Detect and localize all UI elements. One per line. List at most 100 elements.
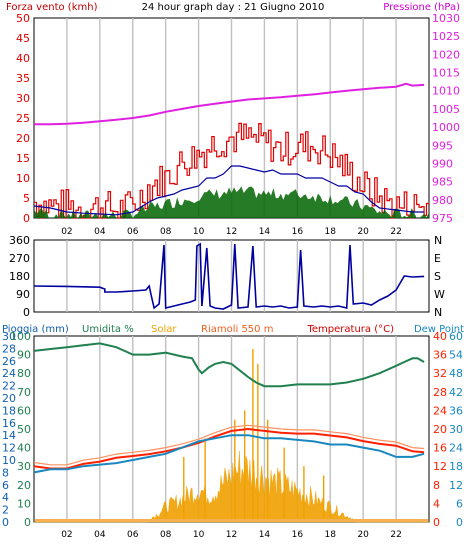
temp-tick-24: 24 bbox=[433, 404, 447, 417]
rain-tick-4: 4 bbox=[2, 491, 9, 504]
rain-tick-14: 14 bbox=[2, 429, 16, 442]
rain-tick-12: 12 bbox=[2, 442, 16, 455]
legend-dewpoint: Dew Point bbox=[414, 324, 464, 335]
x-tick-bottom-12: 12 bbox=[226, 530, 237, 540]
x-tick-bottom-16: 16 bbox=[292, 530, 304, 540]
direction-tick-0: 0 bbox=[23, 306, 30, 319]
wind-tick-5: 5 bbox=[23, 192, 30, 205]
rain-tick-18: 18 bbox=[2, 404, 16, 417]
rain-tick-2: 2 bbox=[2, 504, 9, 517]
wind-gust-series bbox=[34, 122, 430, 219]
wind_line-series bbox=[33, 165, 425, 216]
x-tick-top-16: 16 bbox=[292, 227, 304, 237]
series-lines-layer bbox=[33, 82, 425, 474]
rain-tick-16: 16 bbox=[2, 417, 16, 430]
humidity-series bbox=[33, 342, 425, 388]
pressure-tick-1000: 1000 bbox=[432, 121, 460, 134]
compass-tick-0: N bbox=[434, 306, 442, 319]
dew-tick-12: 12 bbox=[449, 479, 463, 492]
humidity-tick-80: 80 bbox=[17, 367, 31, 380]
legend-riamoli: Riamoli 550 m bbox=[201, 324, 273, 335]
temp-tick-8: 8 bbox=[433, 479, 440, 492]
temperature-max-series bbox=[33, 424, 425, 466]
wind-tick-30: 30 bbox=[16, 92, 30, 105]
temp-tick-36: 36 bbox=[433, 349, 447, 362]
pressure-tick-1015: 1015 bbox=[432, 67, 460, 80]
wind-tick-25: 25 bbox=[16, 112, 30, 125]
rain-tick-20: 20 bbox=[2, 392, 16, 405]
temp-tick-28: 28 bbox=[433, 386, 447, 399]
pressure-tick-975: 975 bbox=[432, 212, 453, 225]
wind-tick-35: 35 bbox=[16, 72, 30, 85]
pressure-tick-1025: 1025 bbox=[432, 30, 460, 43]
temp-tick-4: 4 bbox=[433, 497, 440, 510]
pressure-tick-980: 980 bbox=[432, 194, 453, 207]
x-tick-top-18: 18 bbox=[325, 227, 337, 237]
dew-tick-42: 42 bbox=[449, 386, 463, 399]
x-tick-top-20: 20 bbox=[357, 227, 369, 237]
dew-tick-24: 24 bbox=[449, 442, 463, 455]
dew-tick-6: 6 bbox=[456, 497, 463, 510]
x-tick-top-04: 04 bbox=[94, 227, 106, 237]
dew-tick-36: 36 bbox=[449, 404, 463, 417]
x-tick-top-14: 14 bbox=[259, 227, 271, 237]
x-tick-bottom-20: 20 bbox=[357, 530, 369, 540]
pressure-series bbox=[34, 82, 425, 126]
x-tick-top-10: 10 bbox=[193, 227, 205, 237]
legend-solar: Solar bbox=[151, 324, 177, 335]
direction-tick-180: 180 bbox=[9, 270, 30, 283]
rain-tick-10: 10 bbox=[2, 454, 16, 467]
legend-temperature: Temperatura (°C) bbox=[306, 324, 394, 335]
rain-tick-24: 24 bbox=[2, 367, 16, 380]
pressure-tick-995: 995 bbox=[432, 139, 453, 152]
wind-tick-15: 15 bbox=[16, 152, 30, 165]
pressure-axis-title: Pressione (hPa) bbox=[383, 2, 460, 13]
wind-tick-10: 10 bbox=[16, 172, 30, 185]
wind-bars-layer bbox=[34, 122, 430, 219]
direction-tick-90: 90 bbox=[16, 288, 30, 301]
rain-tick-6: 6 bbox=[2, 479, 9, 492]
x-tick-bottom-04: 04 bbox=[94, 530, 106, 540]
x-tick-bottom-10: 10 bbox=[193, 530, 205, 540]
pressure-tick-990: 990 bbox=[432, 157, 453, 170]
x-tick-top-06: 06 bbox=[127, 227, 139, 237]
x-tick-top-08: 08 bbox=[160, 227, 172, 237]
dew-tick-54: 54 bbox=[449, 349, 463, 362]
axis-labels-layer: 0202040406060808101012121414161618182020… bbox=[2, 12, 463, 540]
wind-tick-20: 20 bbox=[16, 132, 30, 145]
pressure-tick-1005: 1005 bbox=[432, 103, 460, 116]
rain-tick-22: 22 bbox=[2, 380, 16, 393]
humidity-tick-0: 0 bbox=[24, 516, 31, 529]
x-tick-bottom-02: 02 bbox=[61, 530, 72, 540]
rain-tick-30: 30 bbox=[2, 330, 16, 343]
x-tick-bottom-08: 08 bbox=[160, 530, 172, 540]
humidity-tick-60: 60 bbox=[17, 404, 31, 417]
x-tick-bottom-22: 22 bbox=[390, 530, 401, 540]
humidity-tick-20: 20 bbox=[17, 479, 31, 492]
direction-tick-360: 360 bbox=[9, 234, 30, 247]
temp-tick-0: 0 bbox=[433, 516, 440, 529]
compass-tick-1: W bbox=[434, 288, 445, 301]
direction-tick-270: 270 bbox=[9, 252, 30, 265]
legend-rain: Pioggia (mm) bbox=[2, 324, 69, 335]
chart-title: 24 hour graph day : 21 Giugno 2010 bbox=[142, 2, 325, 13]
wind-direction-series bbox=[33, 242, 425, 310]
dew-tick-0: 0 bbox=[456, 516, 463, 529]
humidity-tick-50: 50 bbox=[17, 423, 31, 436]
wind-axis-title: Forza vento (kmh) bbox=[6, 2, 98, 13]
pressure-tick-1010: 1010 bbox=[432, 85, 460, 98]
compass-tick-4: N bbox=[434, 234, 442, 247]
humidity-tick-40: 40 bbox=[17, 442, 31, 455]
dew-tick-48: 48 bbox=[449, 367, 463, 380]
rain-tick-8: 8 bbox=[2, 466, 9, 479]
rain-tick-0: 0 bbox=[2, 516, 9, 529]
humidity-tick-10: 10 bbox=[17, 497, 31, 510]
temp-tick-32: 32 bbox=[433, 367, 447, 380]
pressure-tick-1020: 1020 bbox=[432, 48, 460, 61]
x-tick-bottom-06: 06 bbox=[127, 530, 139, 540]
x-tick-bottom-18: 18 bbox=[325, 530, 337, 540]
dew-tick-30: 30 bbox=[449, 423, 463, 436]
pressure-tick-1030: 1030 bbox=[432, 12, 460, 25]
wind-tick-45: 45 bbox=[16, 32, 30, 45]
